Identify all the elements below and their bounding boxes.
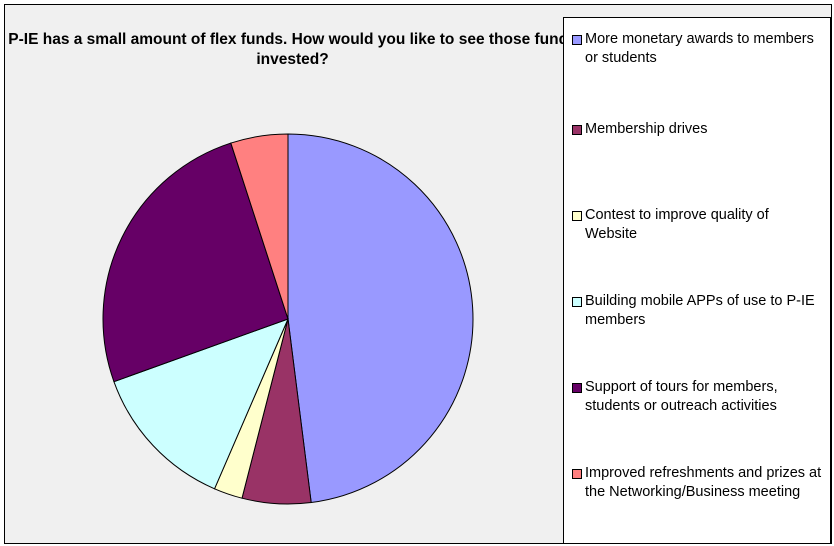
pie-slice-6 (230, 133, 289, 320)
pie-slice-1 (287, 133, 474, 504)
legend-label-3: Contest to improve quality of Website (585, 207, 769, 242)
pie-chart (102, 133, 474, 505)
chart-area: P-IE has a small amount of flex funds. H… (4, 4, 832, 544)
legend-item-6: Improved refreshments and prizes at the … (572, 464, 822, 502)
legend-label-4: Building mobile APPs of use to P-IE memb… (585, 293, 815, 328)
legend-item-3: Contest to improve quality of Website (572, 206, 822, 244)
pie-slice-5 (102, 142, 289, 383)
legend-swatch-1 (572, 35, 582, 45)
legend-label-5: Support of tours for members, students o… (585, 379, 778, 414)
legend-item-4: Building mobile APPs of use to P-IE memb… (572, 292, 822, 330)
legend: More monetary awards to members or stude… (563, 17, 831, 543)
legend-label-2: Membership drives (585, 121, 708, 137)
legend-label-6: Improved refreshments and prizes at the … (585, 465, 822, 500)
legend-item-2: Membership drives (572, 120, 822, 139)
chart-title: P-IE has a small amount of flex funds. H… (8, 31, 577, 68)
legend-item-5: Support of tours for members, students o… (572, 378, 822, 416)
legend-swatch-6 (572, 469, 582, 479)
legend-swatch-4 (572, 297, 582, 307)
legend-label-1: More monetary awards to members or stude… (585, 31, 814, 66)
legend-swatch-5 (572, 383, 582, 393)
legend-swatch-3 (572, 211, 582, 221)
pie-slice-4 (113, 318, 289, 490)
legend-item-1: More monetary awards to members or stude… (572, 30, 822, 68)
legend-swatch-2 (572, 125, 582, 135)
